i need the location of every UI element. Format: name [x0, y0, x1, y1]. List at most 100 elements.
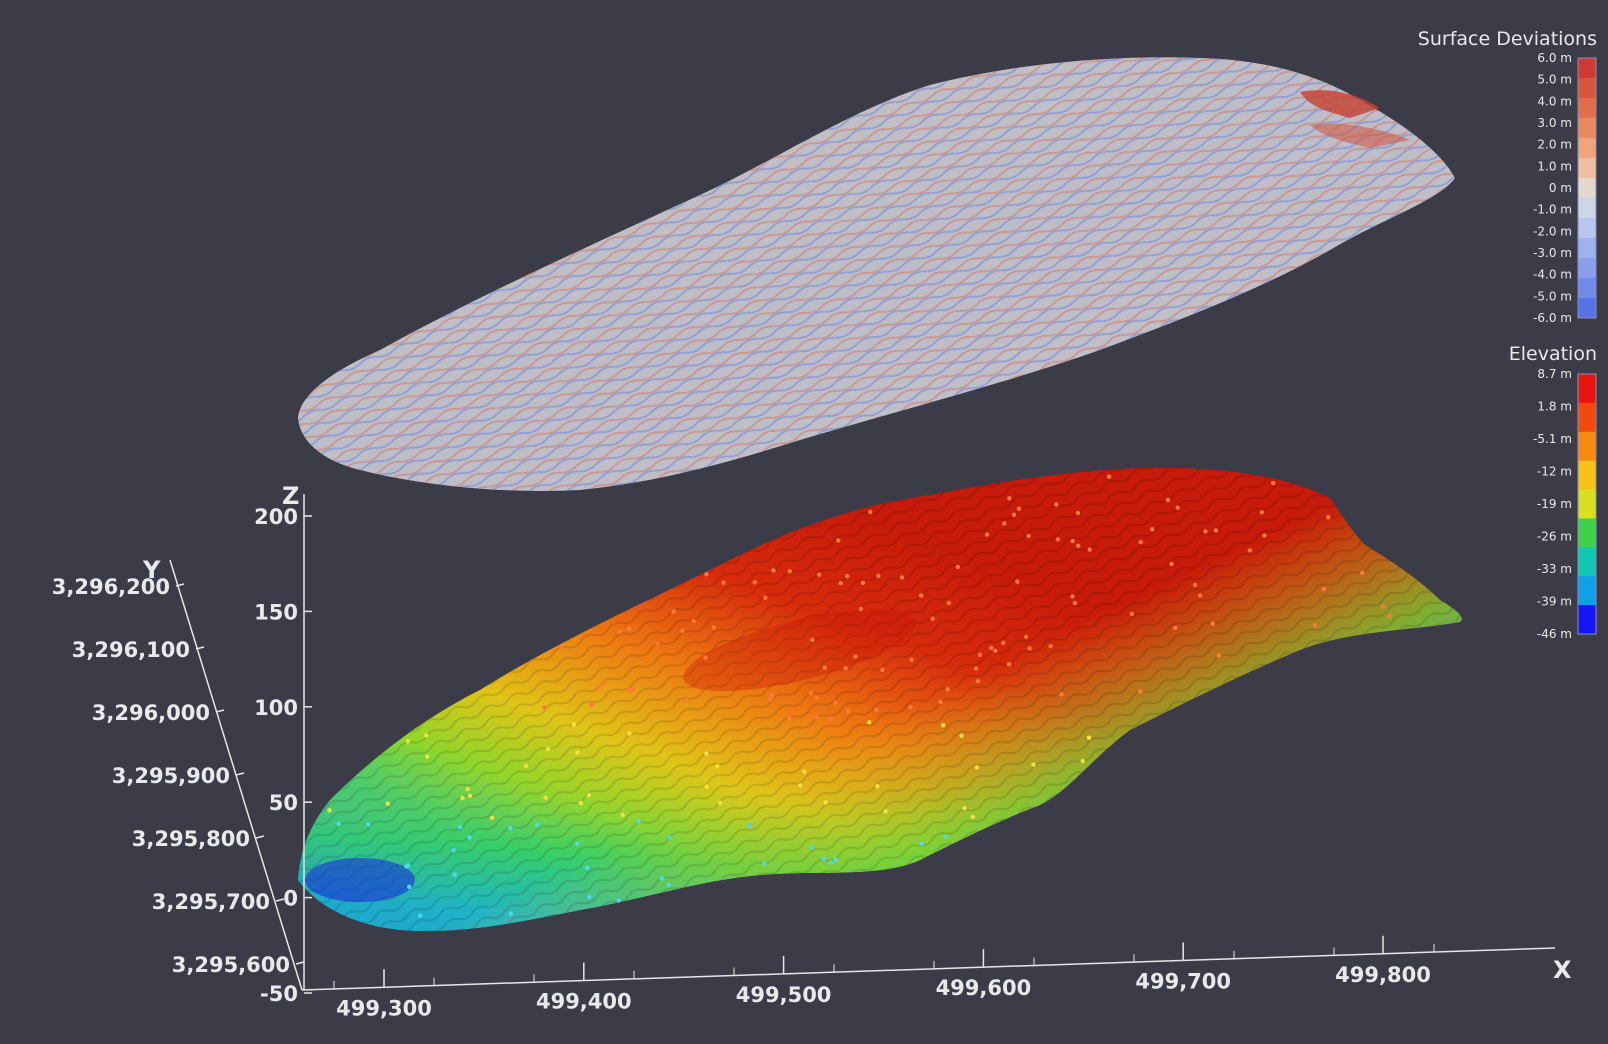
elevation-color-bar [1577, 373, 1597, 635]
z-axis-ticks: 200 150 100 50 0 -50 [254, 505, 312, 1006]
elevation-tick-label: 1.8 m [1537, 400, 1572, 414]
sample-point [543, 795, 548, 800]
y-axis-tick-label: 3,296,200 [52, 575, 170, 599]
sample-point [761, 861, 767, 866]
y-axis-tick-label: 3,296,000 [92, 701, 210, 725]
sample-point [822, 665, 828, 670]
sample-point [1055, 537, 1061, 542]
sample-point [908, 705, 913, 710]
surface-deviations-tick-label: -5.0 m [1533, 289, 1572, 303]
elevation-tick-label: -33 m [1537, 562, 1572, 576]
elevation-swatch [1578, 402, 1596, 433]
sample-point [1387, 614, 1392, 619]
sample-point [626, 687, 631, 693]
sample-point [617, 629, 623, 634]
sample-point [977, 652, 983, 658]
sample-point [945, 687, 950, 692]
sample-point [715, 763, 720, 769]
z-axis-tick-label: 150 [254, 600, 298, 624]
sample-point [802, 769, 807, 774]
sample-point [586, 792, 592, 798]
surface-deviations-tick-label: -2.0 m [1533, 224, 1572, 238]
sample-point [575, 841, 580, 846]
sample-point [585, 865, 590, 871]
x-axis-tick-label: 499,700 [1135, 969, 1231, 993]
z-axis-tick-label: 0 [283, 887, 298, 911]
surface-deviations-swatch [1578, 138, 1596, 159]
sample-point [620, 812, 625, 818]
sample-point [752, 580, 757, 585]
surface-deviations-legend-title: Surface Deviations [1418, 28, 1597, 50]
x-axis-tick-label: 499,600 [936, 976, 1032, 1000]
z-axis-tick-label: -50 [260, 982, 298, 1006]
sample-point [1070, 538, 1075, 544]
surface-deviations-swatch [1578, 158, 1596, 179]
elevation-tick-labels: 8.7 m 1.8 m -5.1 m -12 m -19 m -26 m -33 m -39 … [1533, 367, 1572, 641]
sample-point [655, 641, 660, 647]
sample-point [771, 568, 776, 573]
sample-point [1080, 758, 1085, 764]
x-axis-tick-label: 499,500 [736, 983, 832, 1007]
surface-deviations-swatch [1578, 178, 1596, 199]
sample-point [974, 765, 980, 770]
sample-point [1006, 661, 1012, 667]
surface-deviations-tick-label: 0 m [1549, 181, 1572, 195]
sample-point [423, 733, 429, 738]
surface-deviations-tick-labels: 6.0 m 5.0 m 4.0 m 3.0 m 2.0 m 1.0 m 0 m -1.0 m -… [1533, 51, 1572, 325]
surface-deviations-swatch [1578, 218, 1596, 239]
sample-point [876, 573, 881, 578]
y-axis-tick-label: 3,295,800 [132, 827, 250, 851]
sample-point [919, 841, 924, 847]
sample-point [1027, 646, 1032, 651]
z-axis-tick-label: 50 [269, 791, 298, 815]
sample-point [845, 708, 851, 714]
sample-point [558, 644, 564, 650]
sample-point [1059, 692, 1064, 697]
z-axis-tick-label: 200 [254, 505, 298, 529]
sample-point [946, 600, 952, 606]
surface-deviations-swatch [1578, 258, 1596, 279]
sample-point [704, 784, 709, 789]
sample-point [452, 872, 457, 877]
sample-point [919, 593, 924, 598]
sample-point [704, 751, 709, 756]
sample-point [1070, 594, 1075, 599]
sample-point [1011, 512, 1017, 517]
sample-point [1023, 634, 1029, 639]
sample-point [1015, 579, 1020, 584]
surface-deviations-tick-label: -1.0 m [1533, 203, 1572, 217]
y-axis-title: Y [142, 556, 161, 584]
elevation-tick-label: -39 m [1537, 595, 1572, 609]
sample-point [1001, 640, 1006, 646]
y-axis-tick-mark [215, 709, 225, 713]
sample-point [1192, 582, 1198, 588]
elevation-tick-label: -19 m [1537, 497, 1572, 511]
sample-point [973, 666, 979, 671]
sample-point [1075, 510, 1081, 516]
sample-point [1075, 543, 1081, 549]
sample-point [1129, 611, 1135, 617]
sample-point [1031, 762, 1036, 767]
sample-point [787, 568, 792, 574]
sample-point [417, 913, 423, 918]
sample-point [666, 882, 672, 888]
z-axis-tick-label: 100 [254, 696, 298, 720]
sample-point [541, 705, 547, 710]
sample-point [460, 795, 465, 801]
sample-points [327, 474, 1392, 918]
sample-point [798, 783, 803, 788]
elevation-tick-label: -46 m [1537, 627, 1572, 641]
sample-point [899, 575, 905, 580]
y-axis-tick-label: 3,295,600 [172, 953, 290, 977]
elevation-swatch [1578, 547, 1596, 577]
sample-point [406, 884, 412, 890]
sample-point [718, 800, 723, 806]
y-axis-tick-mark [275, 898, 285, 902]
sample-point [959, 733, 964, 738]
sample-point [868, 509, 873, 515]
sample-point [425, 754, 430, 759]
sample-point [451, 848, 456, 853]
sample-point [809, 845, 814, 850]
sample-point [1169, 561, 1174, 567]
